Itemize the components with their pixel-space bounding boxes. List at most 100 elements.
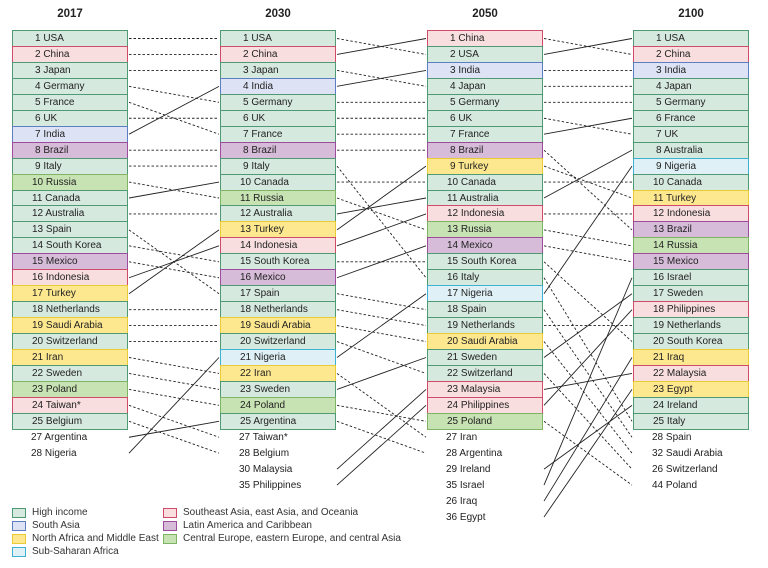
rank-item: 16 Indonesia: [12, 269, 128, 287]
rank-item-outside-top25: 35 Philippines: [239, 479, 302, 491]
rank-item: 13 Turkey: [220, 221, 336, 239]
rank-item: 8 Brazil: [12, 141, 128, 159]
rank-item: 1 USA: [633, 30, 749, 47]
rank-item: 14 Mexico: [427, 237, 543, 255]
legend-label: Sub-Saharan Africa: [32, 546, 119, 557]
connector-china: [336, 38, 427, 55]
legend-label: Central Europe, eastern Europe, and cent…: [183, 533, 401, 544]
legend-swatch: [12, 507, 26, 518]
rank-item: 3 Japan: [12, 61, 128, 79]
rank-item: 22 Iran: [220, 364, 336, 382]
connector-saudiarabia: [543, 341, 633, 454]
rank-item: 15 Mexico: [633, 253, 749, 271]
connector-indonesia: [336, 213, 427, 247]
connector-sweden: [336, 357, 427, 390]
rank-item: 20 Switzerland: [12, 333, 128, 351]
connector-nigeria: [543, 165, 633, 294]
connector-saudiarabia: [336, 325, 427, 342]
legend-label: North Africa and Middle East: [32, 533, 159, 544]
rank-item-outside-top25: 30 Malaysia: [239, 463, 293, 475]
legend-swatch: [12, 520, 26, 531]
connector-turkey: [128, 229, 220, 295]
rank-item: 2 China: [220, 45, 336, 63]
rank-item: 7 India: [12, 125, 128, 143]
rank-item: 25 Belgium: [12, 412, 128, 430]
rank-item: 4 Japan: [427, 77, 543, 95]
rank-item: 22 Malaysia: [633, 364, 749, 382]
rank-item: 16 Mexico: [220, 269, 336, 287]
connector-mexico: [543, 245, 633, 263]
rank-item: 21 Iran: [12, 349, 128, 366]
rank-item: 11 Russia: [220, 189, 336, 207]
rank-item: 5 Germany: [220, 93, 336, 111]
connector-germany: [128, 85, 220, 103]
rank-item: 4 Germany: [12, 77, 128, 95]
rank-item: 8 Australia: [633, 141, 749, 159]
connector-netherlands: [336, 309, 427, 327]
column-year-2100: 2100: [678, 8, 704, 20]
rank-item-outside-top25: 27 Argentina: [31, 431, 88, 443]
rank-item: 15 Mexico: [12, 253, 128, 271]
connector-belgium: [128, 420, 220, 454]
rank-item: 20 Saudi Arabia: [427, 333, 543, 351]
rank-item: 9 Italy: [220, 157, 336, 175]
rank-item: 23 Sweden: [220, 380, 336, 398]
connector-russia: [336, 197, 427, 231]
connector-france: [543, 117, 633, 135]
rank-item-outside-top25: 28 Argentina: [446, 447, 503, 459]
rank-item-outside-top25: 36 Egypt: [446, 511, 486, 523]
rank-item: 25 Italy: [633, 412, 749, 430]
rank-item: 7 France: [427, 125, 543, 143]
rank-item: 19 Netherlands: [633, 317, 749, 335]
column-year-2017: 2017: [57, 8, 83, 20]
legend-item: Latin America and Caribbean: [163, 520, 312, 531]
rank-item: 19 Saudi Arabia: [12, 317, 128, 335]
connector-mexico: [128, 261, 220, 279]
rank-item: 18 Spain: [427, 301, 543, 319]
connector-switzerland: [543, 373, 633, 470]
rank-item: 19 Saudi Arabia: [220, 317, 336, 335]
rank-item-outside-top25: 27 Taiwan*: [239, 431, 288, 443]
rank-item: 12 Indonesia: [427, 205, 543, 223]
rank-item: 14 Indonesia: [220, 237, 336, 255]
rank-item: 25 Poland: [427, 412, 543, 430]
rank-item: 3 Japan: [220, 61, 336, 79]
rank-item: 4 India: [220, 77, 336, 95]
rank-item-outside-top25: 27 Iran: [446, 431, 478, 443]
connector-india: [336, 69, 427, 87]
connector-sweden: [543, 293, 633, 358]
legend-swatch: [12, 533, 26, 544]
rank-item: 4 Japan: [633, 77, 749, 95]
rank-item: 7 UK: [633, 125, 749, 143]
rank-item: 6 France: [633, 109, 749, 127]
rank-item: 22 Switzerland: [427, 364, 543, 382]
rank-item: 9 Turkey: [427, 157, 543, 175]
rank-item: 20 South Korea: [633, 333, 749, 351]
connector-nigeria: [336, 293, 427, 358]
rank-item: 24 Taiwan*: [12, 396, 128, 414]
rank-item: 21 Nigeria: [220, 349, 336, 366]
rank-item: 1 USA: [220, 30, 336, 47]
rank-item-outside-top25: 32 Saudi Arabia: [652, 447, 723, 459]
rank-item: 17 Sweden: [633, 285, 749, 303]
rank-item: 21 Iraq: [633, 349, 749, 366]
rank-item: 18 Netherlands: [220, 301, 336, 319]
rank-item: 24 Ireland: [633, 396, 749, 414]
rank-item: 12 Indonesia: [633, 205, 749, 223]
rank-item-outside-top25: 28 Spain: [652, 431, 692, 443]
rank-item: 10 Canada: [427, 173, 543, 191]
rank-item: 13 Spain: [12, 221, 128, 239]
connector-russia: [543, 229, 633, 247]
legend-item: South Asia: [12, 520, 80, 531]
legend-item: Sub-Saharan Africa: [12, 546, 119, 557]
rank-item: 6 UK: [12, 109, 128, 127]
rank-item: 12 Australia: [12, 205, 128, 223]
rank-item-outside-top25: 28 Nigeria: [31, 447, 77, 459]
rank-item: 2 USA: [427, 45, 543, 63]
rank-item: 18 Philippines: [633, 301, 749, 319]
connector-australia: [543, 149, 633, 199]
rank-item: 23 Malaysia: [427, 380, 543, 398]
rank-item: 8 Brazil: [220, 141, 336, 159]
connector-ireland: [543, 404, 633, 470]
column-year-2050: 2050: [472, 8, 498, 20]
